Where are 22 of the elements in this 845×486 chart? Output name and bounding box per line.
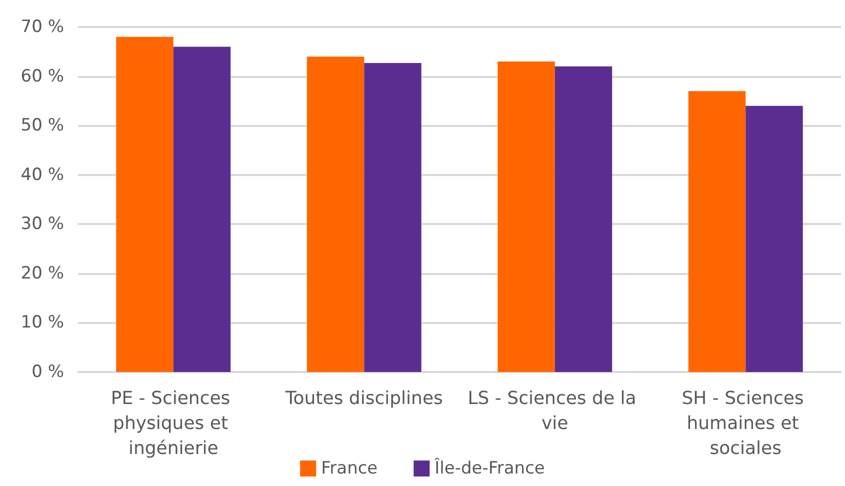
y-tick-label: 20 % (20, 263, 64, 284)
legend-label: France (321, 458, 378, 478)
x-tick-label: LS - Sciences de la vie (468, 388, 642, 434)
y-tick-label: 40 % (20, 164, 64, 185)
legend-label: Île-de-France (434, 458, 545, 478)
y-tick-label: 70 % (20, 17, 64, 37)
bar (116, 36, 174, 372)
bar (364, 62, 422, 372)
y-tick-label: 30 % (20, 214, 64, 234)
bar (688, 91, 746, 372)
x-tick-label: SH - Sciences humaines et sociales (682, 388, 810, 459)
bar (306, 56, 364, 372)
x-tick-label: PE - Sciences physiques et ingénierie (110, 388, 236, 459)
y-tick-label: 10 % (20, 312, 64, 333)
y-tick-label: 0 % (32, 362, 64, 382)
y-tick-label: 60 % (20, 66, 64, 86)
bar (498, 62, 555, 372)
y-tick-label: 50 % (20, 116, 64, 136)
x-tick-label: Toutes disciplines (284, 388, 443, 409)
bar (746, 106, 803, 372)
bar (173, 46, 231, 372)
bar (554, 66, 612, 372)
